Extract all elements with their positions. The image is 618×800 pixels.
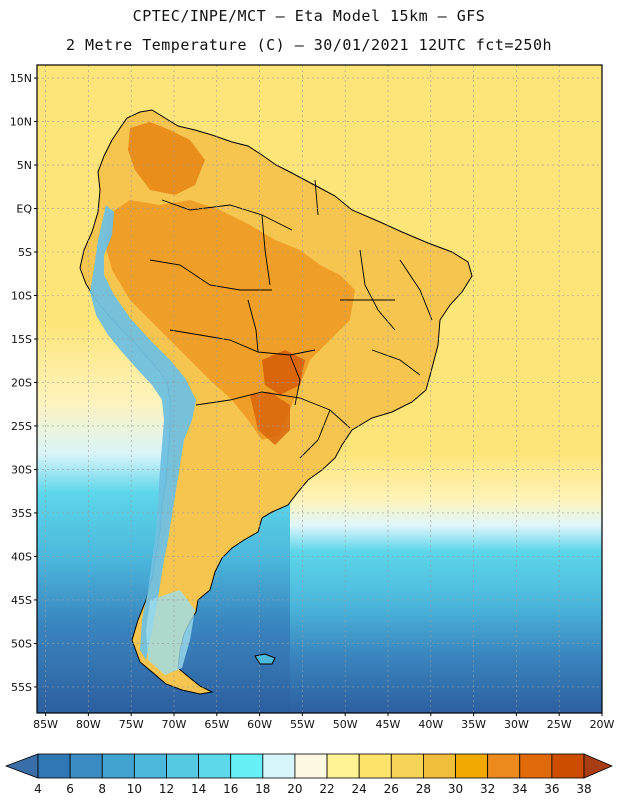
lon-tick-label: 45W (376, 718, 401, 731)
lon-tick-label: 70W (162, 718, 187, 731)
colorbar-label: 16 (223, 782, 238, 796)
falkland-islands (254, 653, 276, 665)
colorbar-box (101, 753, 135, 779)
colorbar-label: 6 (66, 782, 74, 796)
lat-tick-label: 25S (11, 420, 32, 433)
colorbar-label: 30 (448, 782, 463, 796)
latitude-ticks: 15N 10N 5N EQ 5S 10S 15S 20S 25S 30S 35S 40S 45S 50S 5… (10, 72, 37, 694)
colorbar-label: 38 (576, 782, 591, 796)
lat-tick-label: 15N (10, 72, 32, 85)
lon-tick-label: 40W (418, 718, 443, 731)
colorbar-label: 10 (127, 782, 142, 796)
colorbar-box (262, 753, 296, 779)
lat-tick-label: 30S (11, 463, 32, 476)
map-subtitle: 2 Metre Temperature (C) – 30/01/2021 12U… (65, 36, 553, 54)
lat-tick-label: 55S (11, 681, 32, 694)
colorbar-label: 34 (512, 782, 527, 796)
lon-tick-label: 80W (76, 718, 101, 731)
lat-tick-label: 45S (11, 594, 32, 607)
colorbar: 4 6 8 10 12 14 16 18 20 22 24 26 28 30 32 34 36 38 (4, 753, 614, 796)
lat-tick-label: 10N (10, 116, 32, 129)
lon-tick-label: 75W (119, 718, 144, 731)
lon-tick-label: 20W (590, 718, 615, 731)
colorbar-box (423, 753, 456, 779)
colorbar-label: 32 (480, 782, 495, 796)
colorbar-box (230, 753, 264, 779)
colorbar-box (455, 753, 489, 779)
lat-tick-label: 35S (11, 507, 32, 520)
patagonia-cool-region (146, 590, 195, 675)
lon-tick-label: 60W (247, 718, 272, 731)
colorbar-label: 22 (319, 782, 334, 796)
colorbar-box (358, 753, 392, 779)
colorbar-label: 36 (544, 782, 559, 796)
map-title: CPTEC/INPE/MCT – Eta Model 15km – GFS (132, 7, 486, 25)
colorbar-label: 28 (416, 782, 431, 796)
colorbar-box (166, 753, 199, 779)
colorbar-box (37, 753, 71, 779)
colorbar-box (133, 753, 167, 779)
lat-tick-label: 15S (11, 333, 32, 346)
country-borders (149, 179, 433, 459)
hot-north-region (128, 122, 205, 195)
longitude-ticks: 85W 80W 75W 70W 65W 60W 55W 50W 45W 40W 35W 30W 25W 2… (33, 713, 615, 731)
colorbar-box (519, 753, 553, 779)
colorbar-box (294, 753, 328, 779)
lat-tick-label: 50S (11, 637, 32, 650)
lon-tick-label: 55W (290, 718, 315, 731)
lon-tick-label: 50W (333, 718, 358, 731)
colorbar-box (390, 753, 424, 779)
colorbar-label: 4 (34, 782, 42, 796)
hottest-pantanal (262, 350, 305, 395)
colorbar-label: 14 (191, 782, 206, 796)
hottest-chaco (250, 392, 290, 445)
colorbar-right-arrow (583, 753, 614, 779)
lat-tick-label: 20S (11, 376, 32, 389)
colorbar-box (198, 753, 232, 779)
lon-tick-label: 25W (547, 718, 572, 731)
colorbar-box (487, 753, 521, 779)
colorbar-label: 20 (287, 782, 302, 796)
lon-tick-label: 35W (461, 718, 486, 731)
colorbar-box (551, 753, 585, 779)
lat-lon-grid (37, 65, 602, 713)
lat-tick-label: 10S (11, 289, 32, 302)
lat-tick-label: 5N (17, 159, 32, 172)
colorbar-label: 8 (98, 782, 106, 796)
map-frame (36, 64, 603, 714)
colorbar-box (326, 753, 360, 779)
lat-tick-label: 40S (11, 550, 32, 563)
colorbar-label: 26 (384, 782, 399, 796)
colorbar-box (69, 753, 103, 779)
lat-tick-label: 5S (18, 246, 32, 259)
colorbar-label: 12 (159, 782, 174, 796)
colorbar-label: 24 (352, 782, 367, 796)
colorbar-left-arrow (4, 753, 39, 779)
andes-cold-strip (90, 205, 196, 660)
colorbar-label: 18 (255, 782, 270, 796)
lon-tick-label: 85W (33, 718, 58, 731)
map-frame-content (37, 65, 602, 713)
lon-tick-label: 30W (504, 718, 529, 731)
lat-tick-label: EQ (16, 203, 32, 216)
lon-tick-label: 65W (204, 718, 229, 731)
